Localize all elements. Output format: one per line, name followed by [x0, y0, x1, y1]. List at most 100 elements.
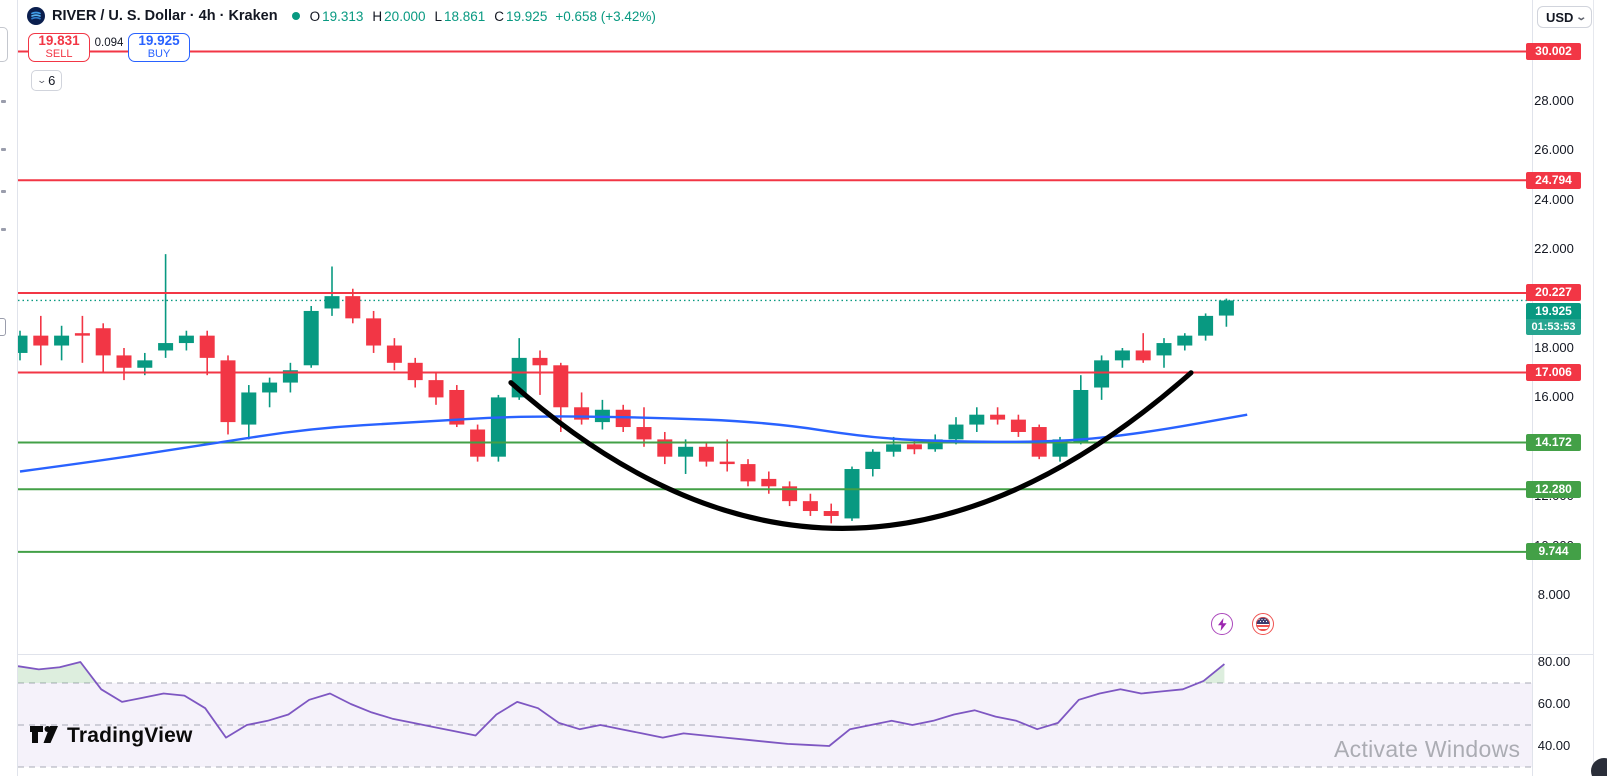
candle [823, 511, 839, 516]
candles [12, 254, 1234, 524]
high-label: H [372, 8, 383, 24]
candle [740, 464, 756, 482]
close-label: C [494, 8, 505, 24]
toolbar-icon-fragment [1, 228, 6, 231]
trade-panel: 19.831 SELL 0.094 19.925 BUY [28, 32, 190, 62]
price-axis[interactable] [1532, 0, 1593, 776]
candle [636, 427, 652, 440]
candle [678, 446, 694, 457]
candle [1135, 350, 1151, 361]
open-value: 19.313 [322, 8, 364, 24]
candle [802, 501, 818, 512]
rsi-band-fill [18, 683, 1532, 767]
close-value: 19.925 [506, 8, 548, 24]
buy-button[interactable]: 19.925 BUY [128, 32, 190, 62]
symbol-title[interactable]: RIVER / U. S. Dollar · 4h · Kraken [52, 8, 278, 24]
candle [33, 335, 49, 346]
ma-line [19, 413, 1248, 473]
candle [886, 444, 902, 452]
candle [449, 389, 465, 425]
collapsed-objects-chip[interactable]: ⌄ 6 [31, 70, 62, 91]
symbol-logo-icon[interactable] [27, 7, 45, 25]
candle [969, 414, 985, 425]
candle [1114, 350, 1130, 361]
candle [1198, 315, 1214, 336]
candle [906, 444, 922, 450]
toolbar-icon-fragment [1, 100, 6, 103]
candle [990, 414, 1006, 420]
candle [490, 397, 506, 457]
candle [199, 335, 215, 358]
rsi-line [17, 661, 1225, 747]
open-label: O [309, 8, 321, 24]
toolbar-icon-fragment [1, 190, 6, 193]
high-value: 20.000 [384, 8, 426, 24]
candle [158, 343, 174, 351]
sell-price: 19.831 [38, 32, 80, 48]
candle [366, 318, 382, 346]
tradingview-watermark[interactable]: TradingView [30, 724, 193, 748]
candle [1177, 335, 1193, 346]
spread-value: 0.094 [94, 36, 124, 49]
activate-windows-watermark: Activate Windows [1334, 736, 1521, 762]
candle [241, 392, 257, 425]
tradingview-logo-text: TradingView [67, 724, 193, 747]
buy-price: 19.925 [138, 32, 180, 48]
left-toolbar-strip[interactable] [0, 0, 18, 776]
symbol-header: RIVER / U. S. Dollar · 4h · Kraken O 19.… [27, 5, 656, 27]
candle [698, 446, 714, 462]
market-status-dot [291, 12, 300, 20]
right-panel-edge [1591, 0, 1607, 776]
candle [116, 355, 132, 368]
candle [1156, 343, 1172, 356]
candle [1218, 300, 1234, 316]
candle [761, 478, 777, 487]
candle [948, 424, 964, 440]
pane-separator[interactable] [18, 654, 1593, 655]
tradingview-logo-icon [30, 726, 58, 743]
candle [428, 380, 444, 398]
currency-selector[interactable]: USD ⌄ [1537, 6, 1592, 28]
currency-label: USD [1546, 9, 1574, 25]
candle [657, 439, 673, 457]
ohlc-values: O 19.313 H 20.000 L 18.861 C 19.925 +0.6… [310, 9, 656, 24]
candle [615, 409, 631, 428]
candle [1094, 360, 1110, 388]
toolbar-icon-fragment [0, 318, 6, 336]
us-flag-event-icon[interactable] [1252, 613, 1274, 635]
candle [178, 335, 194, 344]
candle [345, 296, 361, 319]
candle [532, 357, 548, 366]
buy-label: BUY [147, 47, 171, 60]
cropped-toolbar-button[interactable] [0, 27, 8, 62]
low-value: 18.861 [443, 8, 486, 24]
scroll-corner-button[interactable] [1591, 758, 1607, 776]
lightning-event-icon[interactable] [1211, 613, 1233, 635]
change-value: +0.658 (+3.42%) [555, 8, 656, 24]
candle [386, 345, 402, 363]
candle [407, 362, 423, 381]
candle [865, 451, 881, 470]
candle [54, 335, 70, 346]
candle [303, 310, 319, 366]
candle [137, 360, 153, 368]
candle [844, 469, 860, 519]
toolbar-icon-fragment [1, 148, 6, 151]
sell-label: SELL [45, 47, 73, 60]
candle [74, 333, 90, 336]
sell-button[interactable]: 19.831 SELL [28, 32, 90, 62]
low-label: L [434, 8, 442, 24]
collapsed-count: 6 [48, 73, 56, 88]
chevron-down-icon: ⌄ [36, 75, 47, 85]
candle [262, 382, 278, 393]
candle [1010, 419, 1026, 432]
candle [95, 328, 111, 356]
candle [1052, 439, 1068, 457]
candle [220, 360, 236, 423]
cup-pattern-arc [508, 370, 1194, 531]
candle [1073, 389, 1089, 442]
candle [719, 461, 735, 465]
chevron-down-icon: ⌄ [1574, 11, 1587, 23]
